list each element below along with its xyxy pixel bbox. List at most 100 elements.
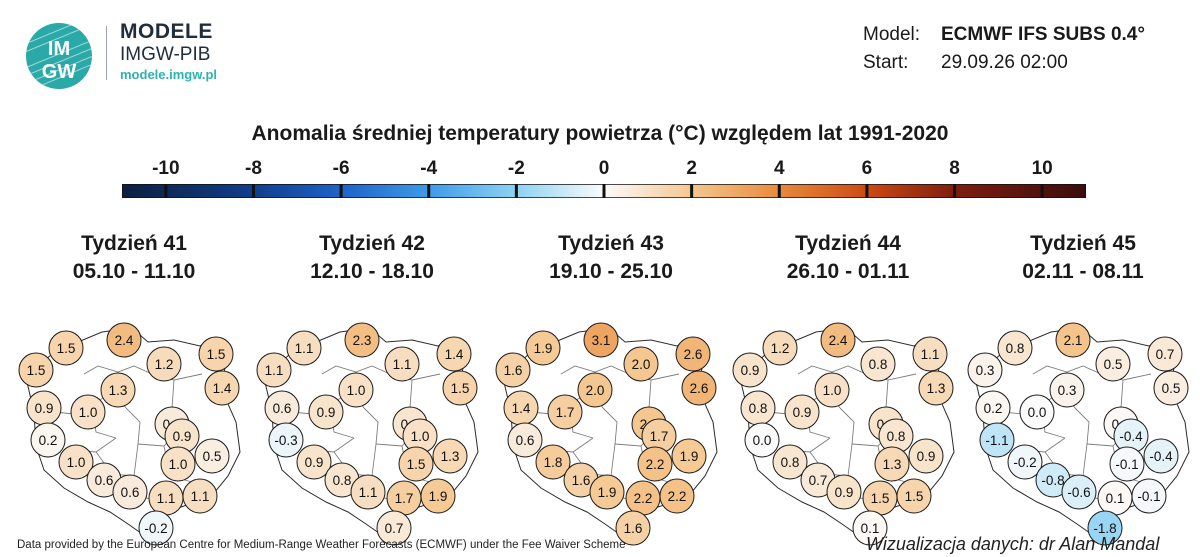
colorbar-tick-label: -6: [332, 158, 350, 179]
anomaly-value: 1.0: [169, 457, 188, 472]
anomaly-value: 0.3: [1058, 383, 1077, 398]
colorbar-tick-mark: [514, 184, 518, 198]
anomaly-marker: [1143, 438, 1179, 474]
anomaly-value: 1.9: [534, 341, 553, 356]
anomaly-value: 0.9: [173, 429, 192, 444]
week-map-panel: 1.91.63.12.02.62.02.61.41.70.62.01.71.82…: [491, 232, 731, 546]
anomaly-marker: [18, 352, 54, 388]
anomaly-marker: [772, 444, 808, 480]
poland-map: 1.2 0.9 2.4 0.8 1.1 1.0 1.3 0.8 0.9 0.0 0.9 0.8 0.8 1…: [732, 322, 955, 546]
anomaly-value: 0.6: [121, 485, 140, 500]
logo-url[interactable]: modele.imgw.pl: [120, 67, 218, 82]
anomaly-value: 1.0: [79, 405, 98, 420]
anomaly-marker: [338, 372, 374, 408]
colorbar-tick-mark: [427, 184, 431, 198]
anomaly-marker: [436, 336, 472, 372]
anomaly-marker: [112, 474, 148, 510]
anomaly-marker: [637, 446, 673, 482]
colorbar-tick-mark: [602, 184, 606, 198]
anomaly-value: 1.1: [295, 341, 314, 356]
anomaly-marker: [48, 330, 84, 366]
anomaly-value: 1.9: [429, 489, 448, 504]
week-map-panel: 1.1 1.1 2.3 1.1 1.4 1.0 1.5 0.6 0.9 -0.3 0.8 1.0 0.9…: [252, 232, 492, 546]
colorbar-tick-label: 2: [686, 158, 697, 179]
anomaly-value: 2.3: [353, 333, 372, 348]
anomaly-value: -0.8: [1041, 473, 1064, 488]
anomaly-value: 0.9: [793, 405, 812, 420]
anomaly-value: 1.0: [347, 383, 366, 398]
anomaly-marker: [860, 346, 896, 382]
anomaly-value: 0.6: [273, 401, 292, 416]
region-border: [839, 407, 855, 445]
anomaly-value: 0.3: [976, 363, 995, 378]
anomaly-marker: [376, 510, 412, 546]
anomaly-marker: [874, 446, 910, 482]
poland-map: 1.1 1.1 2.3 1.1 1.4 1.0 1.5 0.6 0.9 -0.3 0.8 1.0 0.9…: [256, 322, 479, 546]
region-border: [371, 443, 377, 477]
week-label: Tydzień 45: [1030, 232, 1136, 255]
anomaly-value: 2.4: [115, 333, 134, 348]
anomaly-value: 1.6: [572, 473, 591, 488]
anomaly-value: -0.1: [1137, 489, 1160, 504]
colorbar-tick-mark: [777, 184, 781, 198]
anomaly-marker: [1087, 510, 1123, 546]
anomaly-marker: [30, 422, 66, 458]
anomaly-marker: [535, 444, 571, 480]
anomaly-value: 0.2: [39, 433, 58, 448]
anomaly-marker: [615, 510, 651, 546]
anomaly-value: 1.8: [544, 455, 563, 470]
logo-divider: [106, 26, 107, 80]
colorbar-tick-label: 6: [861, 158, 873, 179]
anomaly-marker: [671, 438, 707, 474]
anomaly-value: 1.9: [598, 485, 617, 500]
anomaly-value: 1.9: [680, 449, 699, 464]
anomaly-value: 0.9: [305, 455, 324, 470]
anomaly-marker: [623, 346, 659, 382]
anomaly-marker: [577, 372, 613, 408]
anomaly-value: 1.0: [411, 429, 430, 444]
anomaly-value: 2.2: [646, 457, 665, 472]
colorbar-tick-mark: [339, 184, 343, 198]
anomaly-value: 1.1: [157, 491, 176, 506]
model-label: Model:: [863, 24, 921, 45]
anomaly-value: 0.2: [984, 401, 1003, 416]
start-label: Start:: [863, 52, 909, 73]
week-label: Tydzień 43: [558, 232, 664, 255]
anomaly-value: 0.0: [753, 433, 772, 448]
anomaly-marker: [106, 322, 142, 358]
anomaly-value: 1.6: [624, 521, 643, 536]
anomaly-value: 1.1: [393, 357, 412, 372]
anomaly-marker: [784, 394, 820, 430]
anomaly-value: 3.1: [592, 333, 611, 348]
anomaly-value: -1.8: [1093, 521, 1116, 536]
anomaly-marker: [525, 330, 561, 366]
anomaly-value: 0.8: [781, 455, 800, 470]
anomaly-value: 1.6: [504, 363, 523, 378]
anomaly-value: 1.5: [207, 347, 226, 362]
anomaly-value: 0.7: [1156, 347, 1175, 362]
anomaly-value: -1.1: [985, 433, 1008, 448]
anomaly-value: 1.1: [921, 347, 940, 362]
anomaly-value: 1.4: [213, 381, 232, 396]
region-border: [1074, 407, 1090, 445]
anomaly-value: 1.3: [109, 383, 128, 398]
week-map-panel: 0.8 0.3 2.1 0.5 0.7 0.3 0.5 0.2 0.0 -1.1 0.1 -0.4 -0…: [963, 232, 1200, 546]
anomaly-marker: [820, 322, 856, 358]
anomaly-marker: [432, 438, 468, 474]
anomaly-value: 1.5: [871, 491, 890, 506]
anomaly-value: 1.3: [927, 381, 946, 396]
anomaly-marker: [138, 510, 174, 546]
anomaly-value: 0.5: [1104, 357, 1123, 372]
week-dates: 19.10 - 25.10: [549, 260, 673, 283]
anomaly-marker: [1131, 478, 1167, 514]
anomaly-value: -0.6: [1067, 485, 1090, 500]
anomaly-marker: [182, 478, 218, 514]
anomaly-value: 1.4: [512, 401, 531, 416]
anomaly-value: 0.9: [917, 449, 936, 464]
logo-mark-top: IM: [48, 38, 70, 60]
anomaly-value: 0.9: [741, 363, 760, 378]
anomaly-value: 0.8: [333, 473, 352, 488]
anomaly-marker: [507, 422, 543, 458]
anomaly-value: 0.8: [1006, 341, 1025, 356]
anomaly-value: 1.5: [451, 381, 470, 396]
